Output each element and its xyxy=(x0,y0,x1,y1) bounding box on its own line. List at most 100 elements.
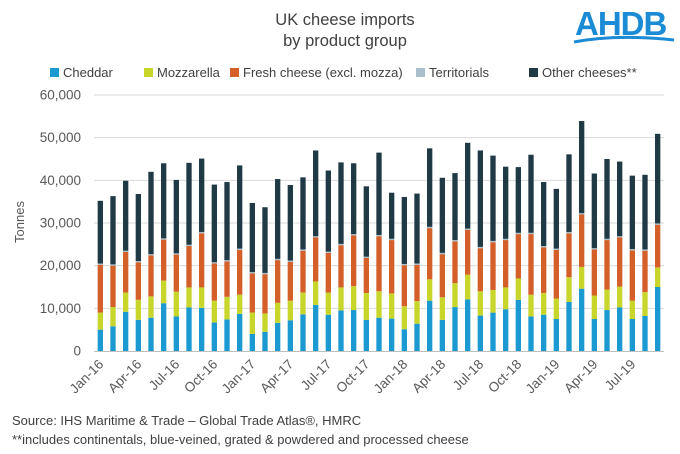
bar-segment-cheddar xyxy=(427,300,433,351)
bar-segment-territorials xyxy=(591,248,597,250)
x-tick-label: Apr-18 xyxy=(409,357,448,396)
bar-segment-territorials xyxy=(604,238,610,241)
bar-segment-cheddar xyxy=(199,307,205,351)
bar-segment-mozzarella xyxy=(262,313,268,332)
bar-segment-other xyxy=(604,159,610,239)
bar-segment-other xyxy=(439,177,445,253)
bar-segment-mozzarella xyxy=(186,287,192,308)
bar-segment-territorials xyxy=(275,258,281,261)
bar-segment-cheddar xyxy=(275,322,281,351)
bar-segment-territorials xyxy=(97,263,103,265)
bar-segment-fresh xyxy=(655,224,661,268)
bar-segment-mozzarella xyxy=(541,292,547,315)
bar-segment-territorials xyxy=(173,253,179,255)
bar-segment-fresh xyxy=(300,250,306,293)
bar-segment-mozzarella xyxy=(161,280,167,304)
bar-segment-cheddar xyxy=(148,317,154,351)
bar-segment-other xyxy=(275,179,281,259)
bar-segment-mozzarella xyxy=(465,274,471,300)
bar-segment-mozzarella xyxy=(338,287,344,311)
bar-segment-territorials xyxy=(477,246,483,249)
bar-segment-other xyxy=(287,185,293,261)
bar-segment-territorials xyxy=(338,243,344,246)
bar-segment-cheddar xyxy=(477,315,483,351)
bar-segment-cheddar xyxy=(566,301,572,351)
x-tick-label: Jan-18 xyxy=(371,357,411,397)
bar-segment-other xyxy=(123,180,129,251)
bar-segment-mozzarella xyxy=(287,300,293,321)
bar-segment-territorials xyxy=(199,231,205,234)
bar-segment-other xyxy=(655,133,661,224)
bar-segment-mozzarella xyxy=(249,312,255,334)
bar-segment-mozzarella xyxy=(237,294,243,314)
bar-segment-cheddar xyxy=(591,319,597,351)
bar-segment-cheddar xyxy=(553,319,559,351)
bar-segment-other xyxy=(389,192,395,239)
chart-title-line-2: by product group xyxy=(283,32,407,50)
y-axis-title: Tonnes xyxy=(12,201,27,243)
chart-bars xyxy=(97,121,661,351)
legend-label: Other cheeses** xyxy=(542,65,637,80)
bar-segment-mozzarella xyxy=(97,312,103,330)
bar-segment-territorials xyxy=(249,272,255,274)
bar-segment-fresh xyxy=(123,252,129,293)
legend-label: Mozzarella xyxy=(157,65,220,80)
bar-segment-mozzarella xyxy=(553,298,559,319)
bar-segment-other xyxy=(642,174,648,250)
source-note: Source: IHS Maritime & Trade – Global Tr… xyxy=(12,411,469,449)
bar-segment-territorials xyxy=(287,260,293,262)
bar-segment-other xyxy=(376,152,382,235)
bar-segment-mozzarella xyxy=(148,296,154,318)
bar-segment-territorials xyxy=(110,264,116,266)
bar-segment-mozzarella xyxy=(224,296,230,320)
bar-segment-fresh xyxy=(148,255,154,297)
bar-segment-territorials xyxy=(325,251,331,253)
bar-segment-mozzarella xyxy=(452,283,458,308)
bar-segment-fresh xyxy=(262,274,268,314)
bar-segment-fresh xyxy=(515,234,521,279)
ahdb-logo-graphic: AHDB xyxy=(573,5,675,44)
bar-segment-fresh xyxy=(325,252,331,293)
x-tick-label: Apr-19 xyxy=(561,357,600,396)
x-tick-label: Apr-16 xyxy=(105,357,144,396)
bar-segment-other xyxy=(541,182,547,247)
bar-segment-cheddar xyxy=(325,314,331,351)
legend-item-cheddar: Cheddar xyxy=(50,65,113,80)
bar-segment-fresh xyxy=(452,241,458,284)
bar-segment-mozzarella xyxy=(363,292,369,320)
bar-segment-mozzarella xyxy=(579,266,585,289)
bar-segment-territorials xyxy=(211,262,217,264)
bar-segment-fresh xyxy=(287,261,293,301)
bar-segment-fresh xyxy=(249,273,255,313)
bar-segment-cheddar xyxy=(363,319,369,351)
bar-segment-fresh xyxy=(642,250,648,293)
bar-segment-territorials xyxy=(237,248,243,250)
bar-segment-cheddar xyxy=(110,326,116,351)
bar-segment-cheddar xyxy=(655,287,661,351)
bar-segment-mozzarella xyxy=(401,306,407,330)
bar-segment-mozzarella xyxy=(414,301,420,324)
bar-segment-other xyxy=(211,184,217,263)
bar-segment-other xyxy=(186,162,192,245)
bar-segment-mozzarella xyxy=(135,299,141,320)
bar-segment-cheddar xyxy=(161,303,167,351)
bar-segment-fresh xyxy=(541,247,547,293)
bar-segment-fresh xyxy=(351,235,357,287)
bar-segment-mozzarella xyxy=(655,267,661,287)
bar-segment-territorials xyxy=(503,238,509,241)
ahdb-logo: AHDB xyxy=(572,4,676,53)
x-tick-label: Oct-17 xyxy=(333,357,372,396)
bar-segment-cheddar xyxy=(262,331,268,351)
bar-segment-cheddar xyxy=(123,311,129,351)
bar-segment-cheddar xyxy=(135,319,141,351)
bar-segment-mozzarella xyxy=(313,281,319,305)
legend-label: Cheddar xyxy=(63,65,113,80)
bar-segment-other xyxy=(199,158,205,232)
bar-segment-cheddar xyxy=(629,319,635,351)
ahdb-logo-text: AHDB xyxy=(575,5,666,42)
bar-segment-fresh xyxy=(363,257,369,293)
bar-segment-territorials xyxy=(541,246,547,248)
bar-segment-other xyxy=(401,196,407,264)
bar-segment-mozzarella xyxy=(211,300,217,323)
bar-segment-other xyxy=(325,170,331,252)
